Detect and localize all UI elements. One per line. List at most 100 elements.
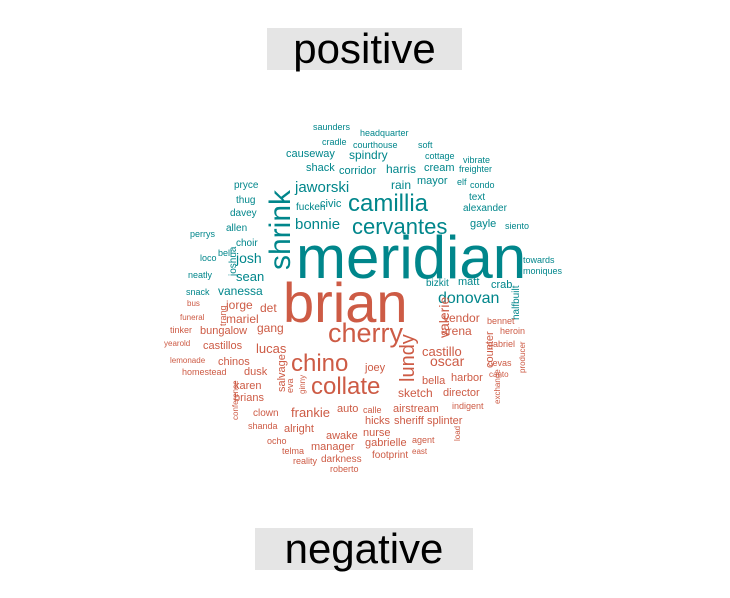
- word-positive: fucken: [296, 202, 326, 213]
- word-positive: shrink: [264, 189, 297, 270]
- word-negative: producer: [518, 341, 527, 373]
- word-negative: gang: [257, 321, 284, 335]
- word-negative: ginny: [298, 374, 307, 394]
- word-positive: pryce: [234, 180, 259, 191]
- word-negative: shanda: [248, 421, 278, 431]
- word-negative: det: [260, 301, 277, 315]
- word-negative: collate: [311, 373, 381, 400]
- word-positive: crab: [491, 279, 513, 291]
- word-positive: moniques: [523, 266, 563, 276]
- word-negative: jorge: [226, 298, 253, 312]
- word-positive: spindry: [349, 148, 388, 162]
- word-negative: conference: [231, 380, 240, 420]
- word-positive: choir: [236, 238, 258, 249]
- word-positive: cervantes: [352, 214, 448, 239]
- word-positive: neatly: [188, 270, 213, 280]
- word-positive: josh: [236, 250, 262, 266]
- word-positive: bizkit: [426, 278, 449, 289]
- word-negative: load: [453, 425, 462, 441]
- word-negative: frankie: [291, 405, 331, 420]
- word-positive: cradle: [322, 137, 347, 147]
- word-negative: karen: [234, 380, 262, 392]
- word-positive: civic: [320, 198, 342, 210]
- word-negative: east: [412, 447, 428, 456]
- word-positive: jaworski: [295, 179, 350, 196]
- word-negative: cherry: [328, 318, 404, 348]
- word-negative: gabrielle: [365, 437, 407, 449]
- word-positive: davey: [230, 208, 257, 219]
- word-negative: dusk: [244, 366, 268, 378]
- word-negative: mariel: [226, 312, 259, 326]
- word-positive: gayle: [470, 218, 497, 230]
- word-negative: bella: [422, 375, 446, 387]
- word-positive: matt: [458, 276, 480, 288]
- word-positive: condo: [470, 180, 495, 190]
- word-negative: bus: [187, 299, 200, 308]
- word-negative: ocho: [267, 436, 287, 446]
- word-negative: lundy: [397, 334, 419, 382]
- word-negative: bungalow: [200, 325, 248, 337]
- word-negative: auto: [337, 403, 359, 415]
- word-negative: telma: [282, 446, 305, 456]
- word-negative: oscar: [430, 353, 465, 369]
- word-positive: mayor: [417, 175, 448, 187]
- word-negative: lemonade: [170, 356, 206, 365]
- word-positive: siento: [505, 221, 530, 231]
- word-positive: elf: [457, 177, 467, 187]
- word-positive: shack: [306, 162, 335, 174]
- word-negative: castillo: [422, 344, 462, 359]
- word-positive: bell: [218, 248, 233, 258]
- word-negative: gabriel: [488, 339, 516, 349]
- word-positive: causeway: [286, 148, 335, 160]
- word-positive: sean: [236, 269, 265, 284]
- word-negative: castillos: [203, 340, 243, 352]
- word-positive: harris: [386, 162, 417, 176]
- word-positive: towards: [523, 255, 555, 265]
- word-positive: camillia: [348, 190, 429, 217]
- word-negative: darkness: [321, 454, 362, 465]
- word-negative: joey: [365, 362, 386, 374]
- word-negative: clown: [253, 408, 279, 419]
- word-negative: bennet: [487, 316, 515, 326]
- word-negative: hicks: [365, 415, 391, 427]
- word-negative: canto: [489, 370, 509, 379]
- group-label-negative: negative: [255, 528, 473, 570]
- word-negative: airstream: [393, 403, 439, 415]
- word-negative: eva: [285, 378, 295, 393]
- word-negative: tinker: [170, 325, 193, 335]
- word-negative: arena: [441, 324, 472, 338]
- word-negative: homestead: [182, 367, 227, 377]
- word-negative: trang: [218, 305, 228, 326]
- word-negative: roberto: [330, 464, 359, 474]
- word-positive: vibrate: [463, 155, 491, 165]
- word-negative: exchange: [493, 369, 502, 404]
- word-positive: halfbuilt: [511, 285, 522, 320]
- word-positive: corridor: [339, 165, 377, 177]
- word-positive: alexander: [463, 203, 507, 214]
- word-negative: chino: [291, 350, 349, 377]
- word-negative: splinter: [427, 415, 463, 427]
- word-negative: agent: [412, 435, 435, 445]
- word-positive: soft: [418, 140, 433, 150]
- word-negative: alright: [284, 423, 314, 435]
- word-positive: loco: [200, 253, 217, 263]
- word-negative: yearold: [164, 339, 191, 348]
- word-negative: calle: [363, 405, 382, 415]
- word-negative: cevas: [488, 358, 512, 368]
- group-label-positive: positive: [267, 28, 462, 70]
- word-positive: thug: [236, 195, 256, 206]
- word-negative: brian: [283, 271, 408, 334]
- word-positive: donovan: [438, 290, 500, 307]
- word-positive: rain: [391, 178, 412, 192]
- word-negative: sketch: [398, 386, 433, 400]
- word-negative: director: [443, 387, 480, 399]
- word-positive: headquarter: [360, 128, 409, 138]
- word-positive: freighter: [459, 164, 493, 174]
- word-negative: chinos: [218, 356, 250, 368]
- word-positive: perrys: [190, 229, 216, 239]
- word-negative: reality: [293, 456, 318, 466]
- word-negative: awake: [326, 430, 358, 442]
- word-positive: text: [469, 192, 486, 203]
- word-positive: snack: [186, 287, 210, 297]
